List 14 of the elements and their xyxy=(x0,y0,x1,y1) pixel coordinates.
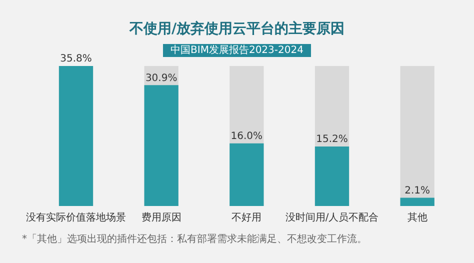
chart-subtitle: 中国BIM发展报告2023-2024 xyxy=(162,44,312,57)
data-label: 35.8% xyxy=(60,54,92,65)
data-label: 2.1% xyxy=(404,185,430,196)
x-tick-label: 没有实际价值落地场景 xyxy=(26,212,126,224)
data-label: 16.0% xyxy=(230,131,263,142)
x-tick-label: 费用原因 xyxy=(141,212,182,224)
chart-title: 不使用/放弃使用云平台的主要原因 xyxy=(128,20,346,38)
x-tick-label: 没时间用/人员不配合 xyxy=(285,212,379,224)
x-tick-label: 不好用 xyxy=(232,212,262,224)
data-label: 15.2% xyxy=(316,134,348,146)
data-label: 30.9% xyxy=(145,72,178,84)
text: *「其他」选项出现的插件还包括：私有部署需求未能满足、不想改变工作流。 xyxy=(22,232,367,246)
x-tick-label: 其他 xyxy=(407,212,428,224)
bar xyxy=(400,198,434,206)
